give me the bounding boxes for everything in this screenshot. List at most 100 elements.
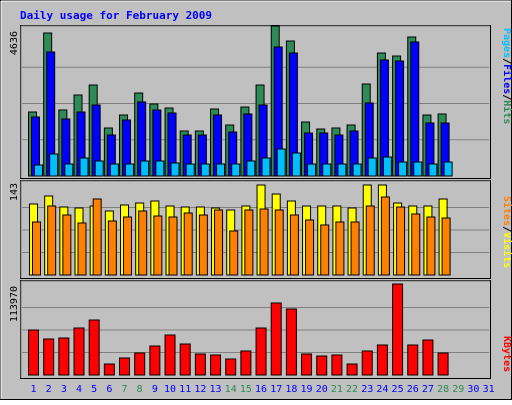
x-label-day-2: 2 [46,384,52,395]
bar-sites-day-25 [396,206,406,276]
bar-pages-day-16 [261,157,271,177]
bar-pages-day-2 [49,153,59,177]
bar-sites-day-13 [214,209,224,276]
bar-sites-day-22 [350,221,360,276]
bar-sites-day-20 [320,224,330,276]
bar-pages-day-20 [322,163,332,177]
bar-kbytes-day-27 [422,339,434,376]
bar-kbytes-day-20 [316,355,328,376]
x-label-day-14: 14 [225,384,237,395]
bar-kbytes-day-16 [255,327,267,376]
bar-pages-day-23 [367,157,377,177]
bar-kbytes-day-5 [88,319,100,376]
x-label-day-12: 12 [194,384,206,395]
x-label-day-23: 23 [361,384,373,395]
bar-pages-day-18 [291,152,301,177]
ylabel-sep-1: / [501,58,512,64]
bar-kbytes-day-3 [58,337,70,376]
x-label-day-5: 5 [91,384,97,395]
x-label-day-1: 1 [30,384,36,395]
bar-kbytes-day-24 [376,344,388,376]
bar-kbytes-day-28 [437,352,449,376]
bar-sites-day-19 [305,219,315,276]
bar-pages-day-11 [185,163,195,177]
bar-kbytes-day-9 [149,345,161,376]
x-axis-day-labels: 1 2 3 4 5 6 7 8 9 10 11 12 13 14 15 16 17 18 19 20 21 22 23 24 2… [30,384,494,395]
bar-sites-day-28 [441,217,451,276]
bar-sites-day-3 [62,214,72,276]
x-label-day-30: 30 [467,384,479,395]
bar-pages-day-5 [94,160,104,177]
ylabel-sites: Sites [501,196,512,226]
bar-kbytes-day-21 [331,354,343,376]
bar-pages-day-25 [398,161,408,177]
y-max-label-kbytes: 113970 [9,286,20,322]
x-label-day-7: 7 [122,384,128,395]
x-label-day-13: 13 [210,384,222,395]
bar-pages-day-4 [79,157,89,177]
bar-sites-day-26 [411,213,421,276]
x-label-day-20: 20 [316,384,328,395]
bar-sites-day-23 [365,205,375,276]
x-label-day-27: 27 [422,384,434,395]
bar-kbytes-day-8 [134,352,146,376]
bar-sites-day-9 [153,215,163,276]
y-axis-label-kbytes: KBytes [501,336,512,372]
x-label-day-4: 4 [76,384,82,395]
x-label-day-8: 8 [137,384,143,395]
bar-pages-day-12 [200,163,210,177]
bar-pages-day-9 [155,160,165,177]
bar-kbytes-day-7 [119,357,131,376]
x-label-day-18: 18 [285,384,297,395]
chart-title: Daily usage for February 2009 [20,9,212,22]
bar-pages-day-24 [382,156,392,177]
bar-pages-day-19 [307,163,317,177]
ylabel-pages: Pages [501,28,512,58]
ylabel-sep-2: / [501,94,512,100]
bar-sites-day-24 [380,196,390,276]
bar-files-day-25 [395,60,405,177]
x-label-day-22: 22 [346,384,358,395]
bar-kbytes-day-22 [346,363,358,376]
bar-pages-day-14 [231,163,241,177]
x-label-day-6: 6 [106,384,112,395]
bar-sites-day-4 [77,222,87,276]
bar-sites-day-21 [335,221,345,276]
x-label-day-15: 15 [240,384,252,395]
bar-pages-day-15 [246,160,256,177]
ylabel-files: Files [501,64,512,94]
bar-kbytes-day-19 [301,353,313,376]
bar-files-day-26 [410,41,420,177]
x-label-day-29: 29 [452,384,464,395]
bar-pages-day-27 [428,163,438,177]
panel-kbytes: 113970 KBytes [9,280,512,379]
bar-kbytes-day-4 [73,327,85,376]
bar-pages-day-17 [276,148,286,177]
bar-pages-day-10 [170,162,180,177]
bar-pages-day-22 [352,163,362,177]
bar-pages-day-6 [109,163,119,177]
x-label-day-10: 10 [164,384,176,395]
bar-sites-day-8 [138,210,148,276]
bar-kbytes-day-14 [225,358,237,376]
ylabel-sep-3: / [501,226,512,232]
x-label-day-26: 26 [407,384,419,395]
bar-sites-day-27 [426,216,436,276]
ylabel-visits: Visits [501,232,512,268]
x-label-day-28: 28 [437,384,449,395]
bar-sites-day-10 [168,216,178,276]
x-label-day-11: 11 [179,384,191,395]
bar-pages-day-21 [337,163,347,177]
bar-pages-day-28 [443,161,453,177]
bar-sites-day-18 [289,214,299,276]
x-label-day-31: 31 [483,384,495,395]
bar-kbytes-day-1 [28,329,39,376]
bar-pages-day-8 [140,160,150,177]
bar-pages-day-13 [216,163,226,177]
x-label-day-25: 25 [392,384,404,395]
bar-kbytes-day-15 [240,350,252,376]
bar-kbytes-day-11 [179,343,191,376]
bar-kbytes-day-25 [392,283,404,376]
